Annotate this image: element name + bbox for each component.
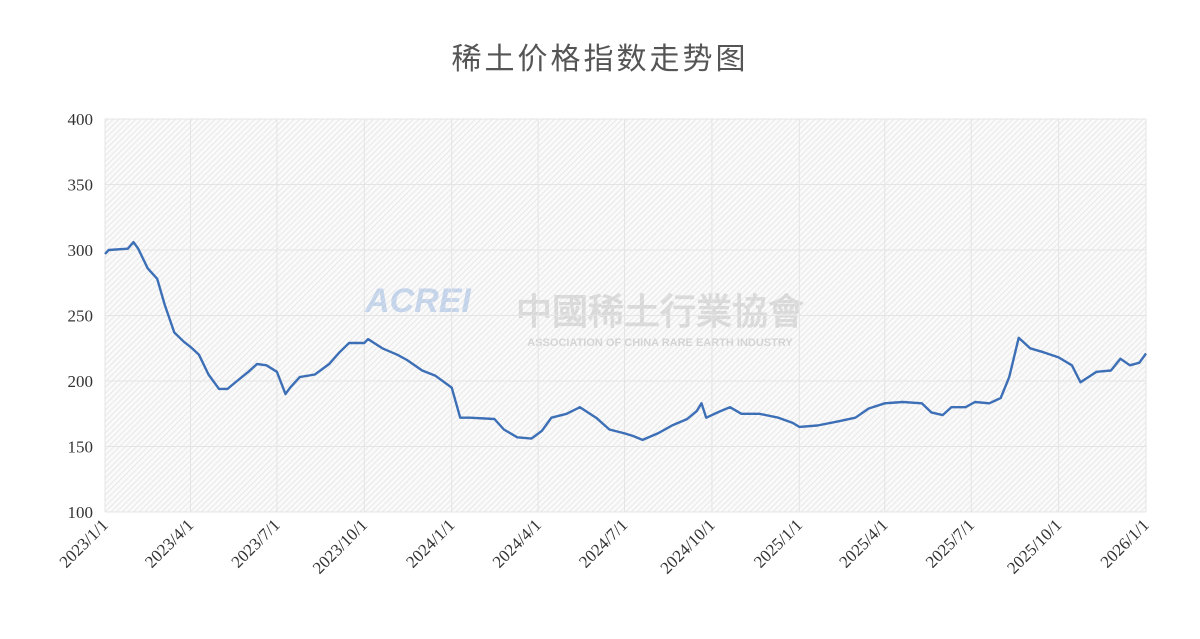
y-tick-label: 150 (68, 438, 94, 457)
x-tick-label: 2026/1/1 (1097, 515, 1153, 571)
watermark-name: 中國稀土行業協會 (516, 292, 805, 332)
y-tick-label: 250 (68, 307, 94, 326)
x-tick-label: 2025/7/1 (922, 515, 978, 571)
x-tick-label: 2025/1/1 (750, 515, 806, 571)
x-tick-label: 2024/4/1 (489, 515, 545, 571)
x-tick-label: 2025/10/1 (1003, 515, 1065, 577)
x-tick-label: 2023/4/1 (141, 515, 197, 571)
y-tick-label: 300 (68, 241, 94, 260)
x-tick-label: 2023/10/1 (309, 515, 371, 577)
line-series (104, 240, 1147, 442)
watermark: ACREI 中國稀土行業協會 ASSOCIATION OF CHINA RARE… (364, 282, 805, 349)
watermark-subtitle: ASSOCIATION OF CHINA RARE EARTH INDUSTRY (527, 337, 793, 349)
x-tick-label: 2024/1/1 (402, 515, 458, 571)
y-tick-label: 400 (68, 110, 94, 129)
y-tick-label: 200 (68, 372, 94, 391)
chart-title: 稀土价格指数走势图 (452, 43, 749, 76)
watermark-logo: ACREI (364, 282, 472, 320)
y-tick-label: 350 (68, 176, 94, 195)
x-tick-label: 2023/7/1 (228, 515, 284, 571)
x-tick-label: 2024/10/1 (657, 515, 719, 577)
x-tick-label: 2023/1/1 (56, 515, 112, 571)
x-tick-label: 2024/7/1 (575, 515, 631, 571)
y-tick-label: 100 (68, 503, 94, 522)
x-tick-label: 2025/4/1 (835, 515, 891, 571)
